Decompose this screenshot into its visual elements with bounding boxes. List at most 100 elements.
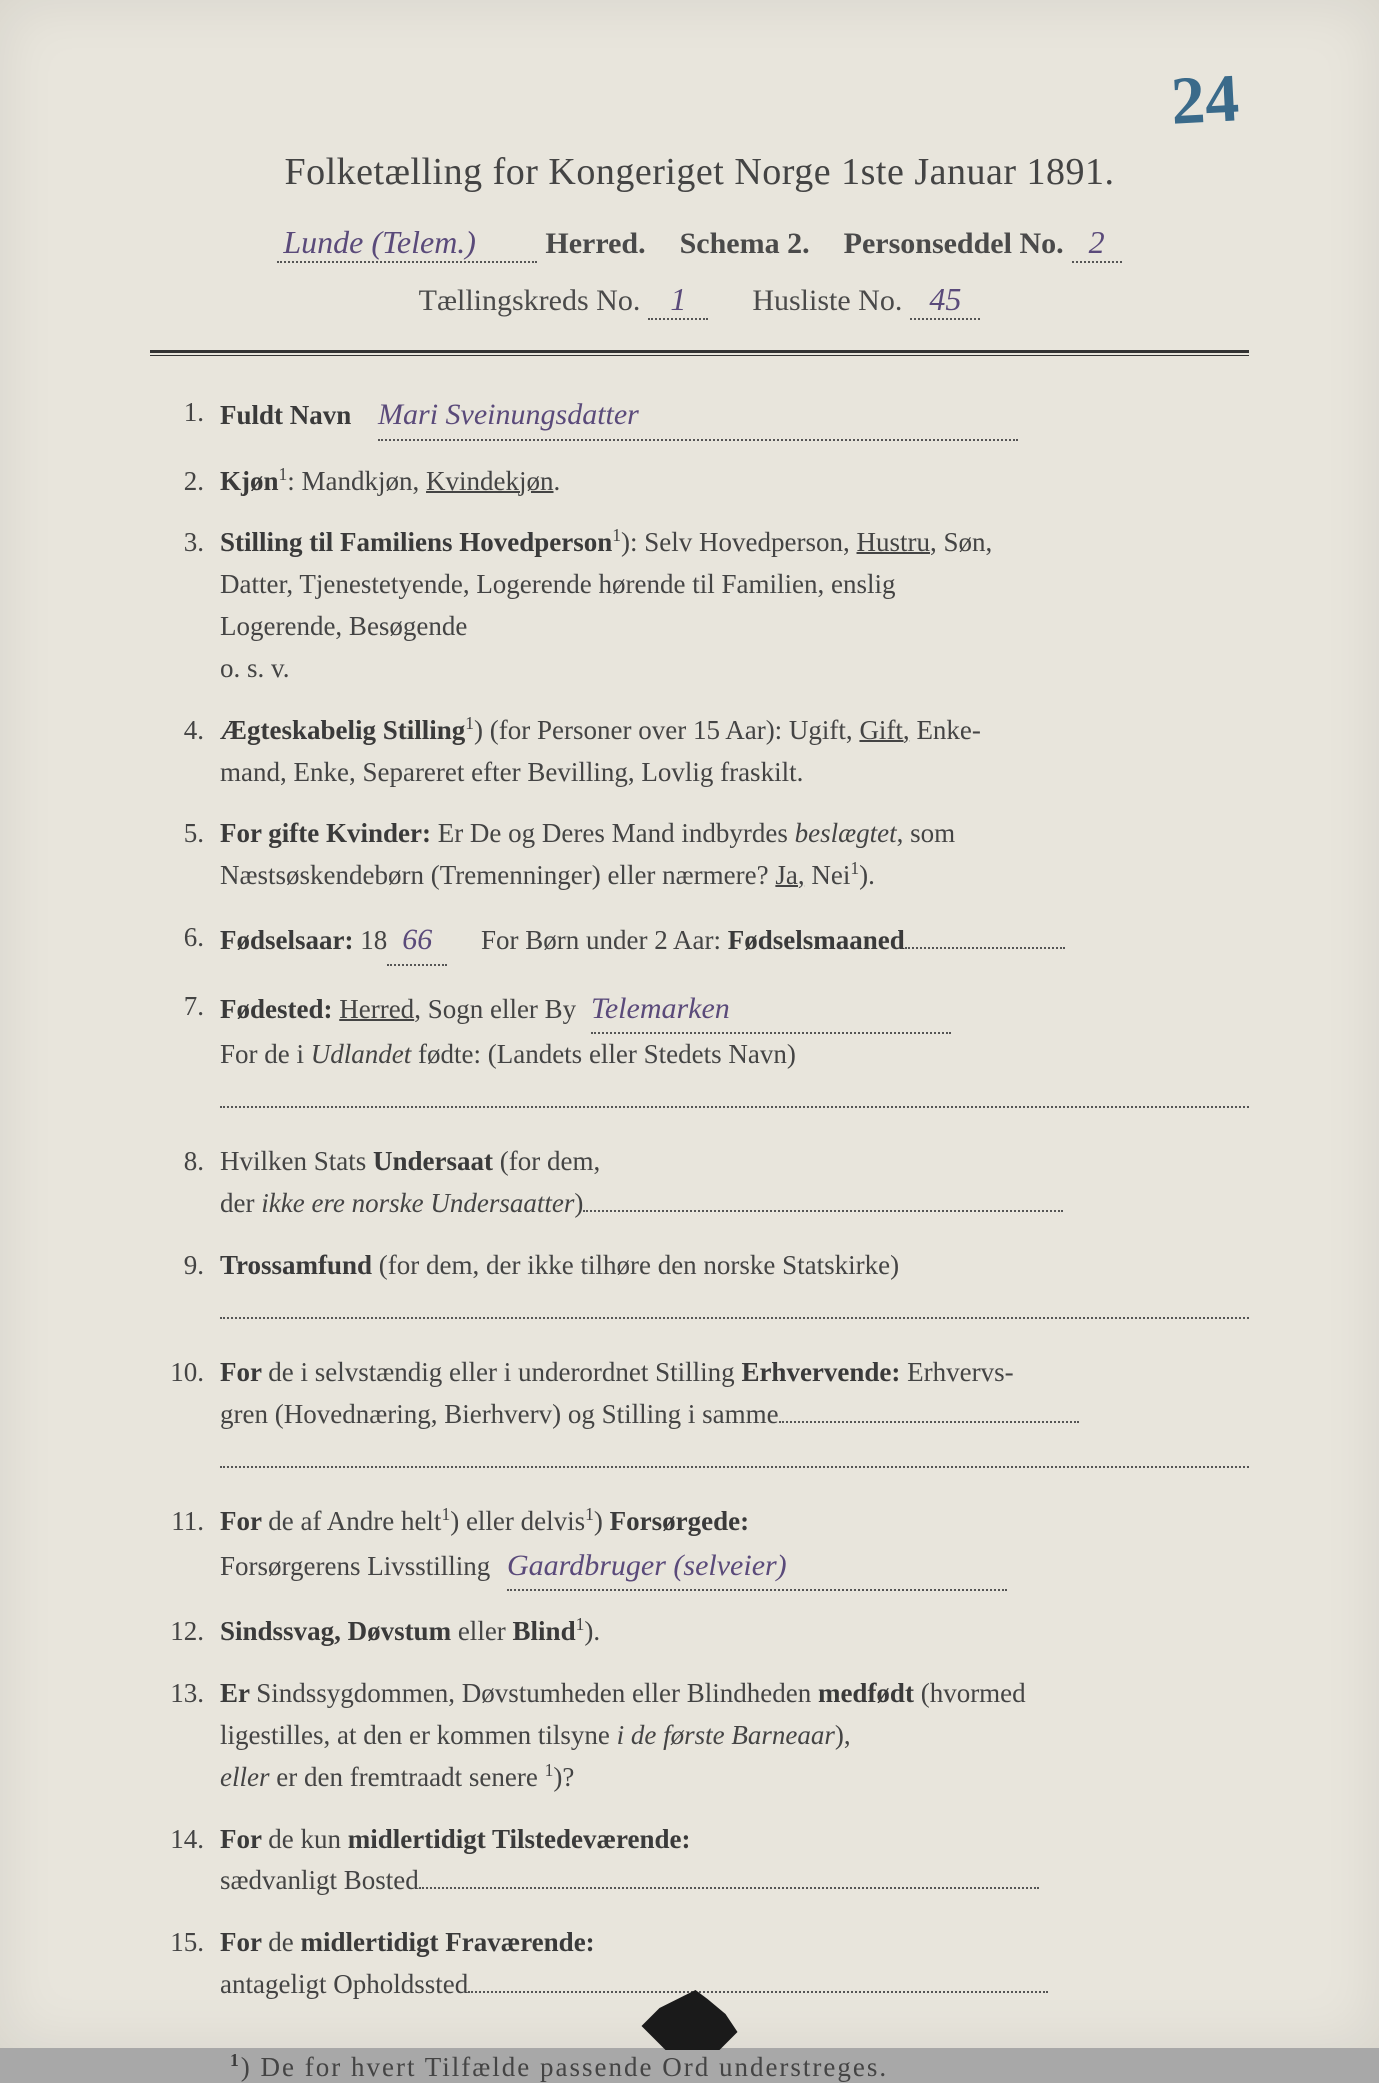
item-14-pre: For: [220, 1824, 268, 1854]
item-8-l1: Hvilken Stats: [220, 1146, 373, 1176]
footnote: 1) De for hvert Tilfælde passende Ord un…: [150, 2050, 1249, 2083]
item-11-t3: ): [594, 1506, 610, 1536]
item-5-label: For gifte Kvinder:: [220, 818, 431, 848]
item-8: 8. Hvilken Stats Undersaat (for dem, der…: [160, 1141, 1249, 1225]
meta-line-1: Lunde (Telem.) Herred. Schema 2. Persons…: [150, 224, 1249, 263]
item-7-u: Herred: [339, 994, 414, 1024]
item-8-l1b: (for dem,: [493, 1146, 600, 1176]
item-2-tail: .: [554, 466, 561, 496]
herred-label: Herred.: [545, 227, 645, 261]
item-10-bold: Erhvervende:: [741, 1357, 900, 1387]
item-3-l4: o. s. v.: [220, 653, 290, 683]
item-12: 12. Sindssvag, Døvstum eller Blind1).: [160, 1611, 1249, 1653]
item-7-l2b: fødte: (Landets eller Stedets Navn): [411, 1039, 796, 1069]
herred-handwritten: Lunde (Telem.): [277, 224, 537, 263]
item-num: 11.: [160, 1501, 220, 1543]
item-4-l1b: Enke-: [910, 715, 981, 745]
item-12-label: Sindssvag, Døvstum: [220, 1616, 451, 1646]
item-3-l3: Logerende, Besøgende: [220, 611, 467, 641]
item-7: 7. Fødested: Herred, Sogn eller By Telem…: [160, 986, 1249, 1122]
item-2-underlined: Kvindekjøn: [426, 466, 554, 496]
item-6-year: 66: [387, 917, 447, 966]
item-2: 2. Kjøn1: Mandkjøn, Kvindekjøn.: [160, 461, 1249, 503]
item-9-text: (for dem, der ikke tilhøre den norske St…: [372, 1250, 899, 1280]
item-4-l2: mand, Enke, Separeret efter Bevilling, L…: [220, 757, 803, 787]
item-4-l1u: Gift,: [859, 715, 909, 745]
item-6-label: Fødselsaar:: [220, 925, 353, 955]
item-13-l3b: )?: [553, 1762, 574, 1792]
item-9-label: Trossamfund: [220, 1250, 372, 1280]
item-8-l2b: ): [574, 1188, 583, 1218]
item-num: 14.: [160, 1819, 220, 1861]
item-3: 3. Stilling til Familiens Hovedperson1):…: [160, 522, 1249, 689]
item-num: 9.: [160, 1245, 220, 1287]
item-11-l2: Forsørgerens Livsstilling: [220, 1551, 490, 1581]
item-7-value: Telemarken: [591, 992, 730, 1025]
item-5-l1i: beslægtet: [795, 818, 897, 848]
item-3-label: Stilling til Familiens Hovedperson: [220, 527, 612, 557]
item-num: 15.: [160, 1922, 220, 1964]
item-num: 12.: [160, 1611, 220, 1653]
item-13-l3i: eller: [220, 1762, 269, 1792]
item-11-pre: For: [220, 1506, 268, 1536]
item-6-part2: For Børn under 2 Aar:: [481, 925, 721, 955]
item-4: 4. Ægteskabelig Stilling1) (for Personer…: [160, 710, 1249, 794]
item-13: 13. Er Sindssygdommen, Døvstumheden elle…: [160, 1673, 1249, 1799]
item-num: 5.: [160, 813, 220, 855]
item-10-l2: gren (Hovednæring, Bierhverv) og Stillin…: [220, 1399, 779, 1429]
personseddel-label: Personseddel No.: [844, 227, 1064, 261]
footnote-text: ) De for hvert Tilfælde passende Ord und…: [241, 2052, 888, 2082]
item-13-t1: Sindssygdommen, Døvstumheden eller Blind…: [256, 1678, 818, 1708]
item-1-label: Fuldt Navn: [220, 400, 351, 430]
item-12-b2: Blind: [513, 1616, 576, 1646]
footnote-sup: 1: [230, 2050, 241, 2070]
item-7-mid: , Sogn eller By: [414, 994, 576, 1024]
item-3-l1b: , Søn,: [930, 527, 992, 557]
item-9: 9. Trossamfund (for dem, der ikke tilhør…: [160, 1245, 1249, 1332]
item-14-t1: de kun: [268, 1824, 347, 1854]
item-5-l2a: Næstsøskendebørn (Tremenninger) eller næ…: [220, 860, 775, 890]
item-10: 10. For de i selvstændig eller i underor…: [160, 1352, 1249, 1481]
item-13-pre: Er: [220, 1678, 256, 1708]
item-2-text: : Mandkjøn,: [287, 466, 426, 496]
item-8-l2: der: [220, 1188, 261, 1218]
item-5-l1b: , som: [897, 818, 956, 848]
item-num: 8.: [160, 1141, 220, 1183]
item-15-bold: midlertidigt Fraværende:: [300, 1927, 594, 1957]
item-12-mid: eller: [451, 1616, 512, 1646]
item-6-part2b: Fødselsmaaned: [728, 925, 905, 955]
item-num: 13.: [160, 1673, 220, 1715]
item-11-t1: de af Andre helt: [268, 1506, 441, 1536]
item-14-bold: midlertidigt Tilstedeværende:: [348, 1824, 691, 1854]
item-15-pre: For: [220, 1927, 268, 1957]
form-title: Folketælling for Kongeriget Norge 1ste J…: [150, 150, 1249, 194]
item-13-bold: medfødt: [818, 1678, 914, 1708]
item-10-t1: de i selvstændig eller i underordnet Sti…: [268, 1357, 741, 1387]
item-5-l2u: Ja,: [775, 860, 804, 890]
item-13-l3: er den fremtraadt senere: [269, 1762, 544, 1792]
item-num: 2.: [160, 461, 220, 503]
item-15-l2: antageligt Opholdssted: [220, 1969, 468, 1999]
item-11-value: Gaardbruger (selveier): [507, 1549, 787, 1582]
item-13-l2b: ),: [835, 1720, 851, 1750]
item-2-label: Kjøn: [220, 466, 279, 496]
item-13-t2: (hvormed: [914, 1678, 1026, 1708]
item-5-l2b: Nei: [805, 860, 851, 890]
item-15-t1: de: [268, 1927, 300, 1957]
item-7-l2i: Udlandet: [311, 1039, 412, 1069]
item-12-tail: ).: [584, 1616, 600, 1646]
item-13-l2a: ligestilles, at den er kommen tilsyne: [220, 1720, 617, 1750]
item-13-l2i: i de første Barneaar: [617, 1720, 835, 1750]
item-5-l2c: ).: [859, 860, 875, 890]
corner-page-number: 24: [1169, 58, 1241, 140]
item-num: 7.: [160, 986, 220, 1028]
item-3-l2: Datter, Tjenestetyende, Logerende hørend…: [220, 569, 895, 599]
item-4-label: Ægteskabelig Stilling: [220, 715, 465, 745]
personseddel-no: 2: [1072, 224, 1122, 263]
item-5-l1: Er De og Deres Mand indbyrdes: [431, 818, 795, 848]
item-11-s1: 1: [441, 1504, 450, 1524]
husliste-no: 45: [910, 281, 980, 320]
item-7-label: Fødested:: [220, 994, 332, 1024]
census-form-page: 24 Folketælling for Kongeriget Norge 1st…: [0, 0, 1379, 2048]
divider-rule: [150, 350, 1249, 356]
